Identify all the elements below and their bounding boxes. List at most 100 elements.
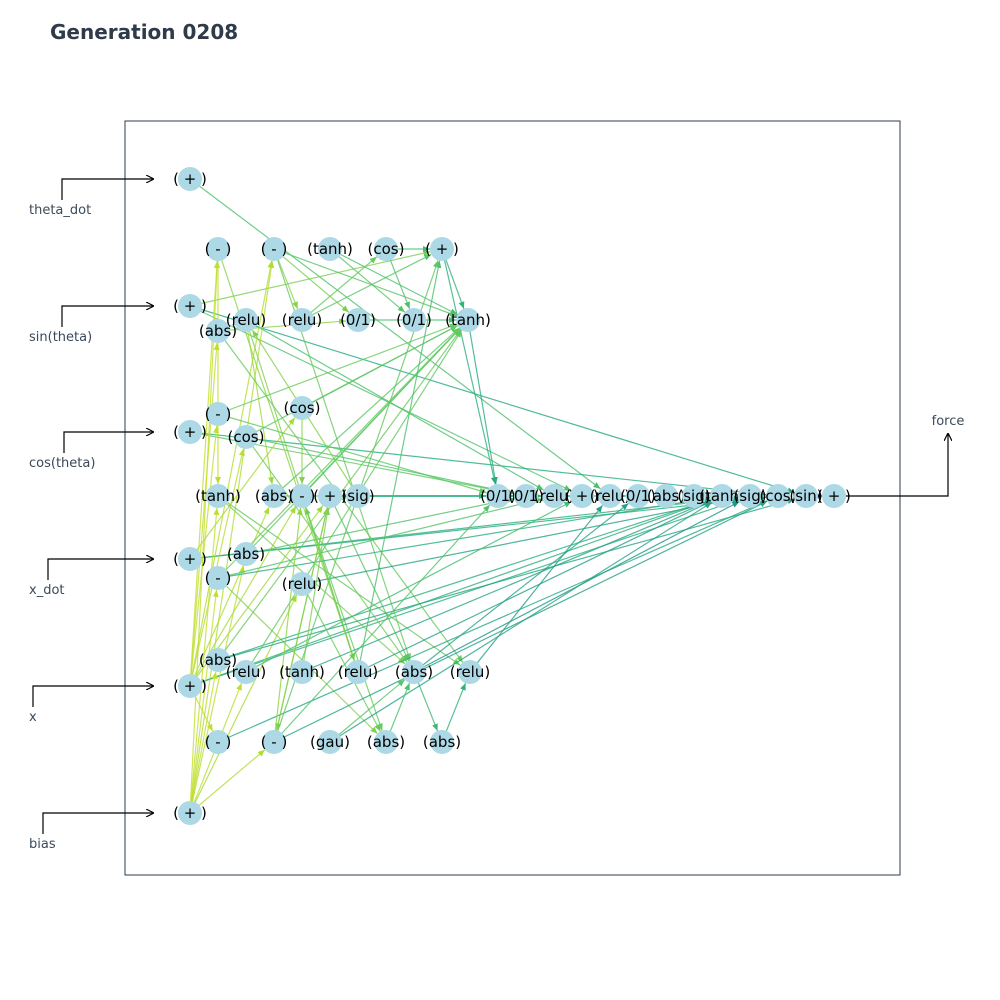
node-circle-r6	[458, 660, 482, 684]
edge-a4-o9	[217, 499, 711, 661]
edge-a2-t2	[273, 327, 460, 497]
node-circle-o7	[654, 484, 678, 508]
node-circle-a5	[402, 660, 426, 684]
node-label-m3: ( - )	[205, 405, 232, 423]
input-connector-0	[61, 179, 153, 200]
node-circle-a7	[430, 730, 454, 754]
edge-r1-o3	[245, 319, 544, 491]
node-circle-o6	[626, 484, 650, 508]
node-label-m7: ( - )	[261, 733, 288, 751]
edge-m2-t2	[273, 248, 457, 317]
edge-m4-a6	[301, 495, 383, 731]
edge-r3-o10	[301, 496, 739, 585]
node-label-in0: ( + )	[173, 170, 207, 188]
node-label-b2: (0/1)	[396, 311, 432, 329]
node-circle-m2	[262, 237, 286, 261]
node-circle-m6	[206, 730, 230, 754]
edge-r2-p1	[301, 253, 432, 321]
node-circle-a1	[206, 319, 230, 343]
node-circle-m3	[206, 402, 230, 426]
edge-g1-a5	[329, 679, 406, 743]
node-circle-in4	[178, 674, 202, 698]
edge-in5-a4	[189, 671, 218, 814]
node-label-m6: ( - )	[205, 733, 232, 751]
node-circle-g1	[318, 730, 342, 754]
edge-in5-m1	[189, 260, 221, 814]
node-label-c2: (cos)	[284, 399, 321, 417]
node-label-t4: (tanh)	[279, 663, 325, 681]
node-label-o6: (0/1)	[620, 487, 656, 505]
node-label-a7: (abs)	[423, 733, 461, 751]
page-title: Generation 0208	[50, 20, 239, 44]
node-circle-m5	[206, 566, 230, 590]
edge-in2-o11	[189, 431, 767, 497]
node-label-r2: (relu)	[282, 311, 322, 329]
node-label-in5: ( + )	[173, 804, 207, 822]
edge-r4-o4	[245, 501, 572, 673]
node-label-r6: (relu)	[450, 663, 490, 681]
node-label-b1: (0/1)	[340, 311, 376, 329]
node-label-in4: ( + )	[173, 677, 207, 695]
node-circle-r3	[290, 572, 314, 596]
edge-g1-o9	[329, 501, 713, 743]
node-label-p1: ( + )	[425, 240, 459, 258]
node-circle-a6	[374, 730, 398, 754]
node-circle-o5	[598, 484, 622, 508]
edge-r1-a2	[245, 319, 274, 485]
node-label-o9: (tanh)	[699, 487, 745, 505]
node-label-a2: (abs)	[255, 487, 293, 505]
node-label-a6: (abs)	[367, 733, 405, 751]
node-circle-r1	[234, 308, 258, 332]
edge-r5-m4	[304, 507, 359, 673]
node-label-c3: (cos)	[228, 428, 265, 446]
edge-c3-o2	[245, 436, 515, 496]
diagram-frame	[124, 120, 901, 876]
node-label-a1: (abs)	[199, 322, 237, 340]
node-circle-t1	[318, 237, 342, 261]
node-label-r4: (relu)	[226, 663, 266, 681]
node-circle-t4	[290, 660, 314, 684]
node-label-o2: (0/1)	[508, 487, 544, 505]
node-label-o12: (sin)	[789, 487, 822, 505]
input-label-5: bias	[29, 837, 56, 852]
edge-in5-r3	[189, 594, 298, 814]
node-circle-p1	[430, 237, 454, 261]
edge-m6-o11	[217, 500, 768, 743]
edge-in1-o12	[189, 305, 795, 494]
edge-m2-b1	[273, 248, 350, 313]
node-label-t3: (tanh)	[195, 487, 241, 505]
node-label-s1: (sig)	[341, 487, 374, 505]
output-label: force	[932, 414, 965, 429]
node-label-o5: (relu)	[590, 487, 630, 505]
node-circle-a4	[206, 648, 230, 672]
edge-in5-t3	[189, 507, 220, 814]
edge-in4-a1	[189, 342, 220, 687]
edge-m5-a6	[217, 577, 378, 735]
node-label-m1: ( - )	[205, 240, 232, 258]
edge-m3-o1	[217, 413, 487, 494]
node-label-o8: (sig)	[677, 487, 710, 505]
node-label-r3: (relu)	[282, 575, 322, 593]
edge-in5-m2	[189, 260, 275, 814]
edges-layer	[189, 178, 822, 814]
node-label-r5: (relu)	[338, 663, 378, 681]
input-connector-1	[61, 306, 153, 327]
nodes-layer: ( + ) ( + ) ( + ) ( + ) ( + ) ( + ) ( - ) ( - )…	[173, 167, 851, 825]
edge-in5-a3	[189, 565, 245, 814]
edge-in4-o10	[189, 499, 739, 687]
node-label-in1: ( + )	[173, 297, 207, 315]
node-circle-r2	[290, 308, 314, 332]
edge-r5-o9	[357, 500, 712, 673]
node-circle-o9	[710, 484, 734, 508]
edge-m3-t2	[217, 323, 457, 415]
node-label-a4: (abs)	[199, 651, 237, 669]
edge-t3-r6	[217, 495, 461, 666]
edge-t4-o9	[301, 500, 712, 673]
edge-in4-m3	[189, 425, 220, 687]
node-circle-r5	[346, 660, 370, 684]
node-circle-in5	[178, 801, 202, 825]
node-label-out: ( + )	[817, 487, 851, 505]
node-label-t1: (tanh)	[307, 240, 353, 258]
node-circle-s1	[346, 484, 370, 508]
input-connector-3	[47, 559, 153, 580]
